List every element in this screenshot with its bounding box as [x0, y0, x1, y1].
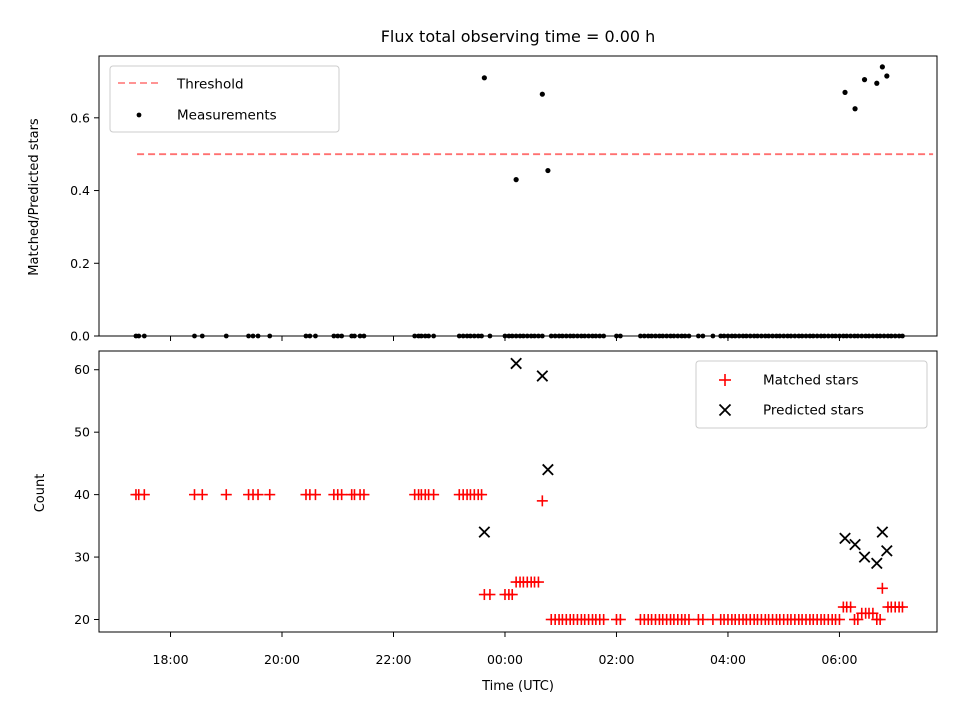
matched-star-marker: [536, 495, 548, 507]
matched-star-marker: [876, 582, 888, 594]
matched-star-marker: [264, 489, 276, 501]
bottom-x-tick-label: 02:00: [598, 652, 634, 667]
matched-star-marker: [138, 489, 150, 501]
top-x-ticks: [170, 336, 840, 341]
matched-star-marker: [852, 614, 864, 626]
predicted-star-marker: [536, 370, 549, 382]
matched-star-markers: [130, 489, 908, 626]
bottom-x-ticks: 18:00 20:00 22:00 00:00 02:00 04:00 06:00: [153, 632, 858, 667]
measurement-point: [874, 80, 880, 86]
predicted-star-marker: [876, 526, 889, 538]
bottom-y-axis-label: Count: [33, 474, 48, 513]
matched-star-marker: [252, 489, 264, 501]
matched-star-marker: [598, 614, 610, 626]
top-y-tick-label: 0.6: [70, 110, 90, 125]
bottom-x-tick-label: 00:00: [487, 652, 523, 667]
legend-measurements-swatch: [136, 112, 142, 118]
matched-star-marker: [358, 489, 370, 501]
bottom-x-tick-label: 06:00: [821, 652, 857, 667]
measurement-point: [539, 91, 545, 97]
bottom-y-tick-label: 40: [74, 487, 90, 502]
matched-star-marker: [336, 489, 348, 501]
matched-star-marker: [867, 607, 879, 619]
matched-star-marker: [428, 489, 440, 501]
matched-star-marker: [196, 489, 208, 501]
legend-measurements-label: Measurements: [177, 108, 277, 124]
predicted-star-marker: [510, 357, 522, 370]
predicted-star-marker: [839, 532, 851, 545]
matched-star-marker: [845, 601, 857, 613]
bottom-x-tick-label: 04:00: [710, 652, 746, 667]
bottom-x-tick-label: 18:00: [153, 652, 189, 667]
matched-star-marker: [309, 489, 321, 501]
measurement-point: [879, 64, 885, 70]
measurement-point: [545, 167, 551, 174]
top-y-ticks: 0.0 0.2 0.4 0.6: [70, 110, 99, 344]
matched-star-marker: [896, 601, 908, 613]
bottom-y-tick-label: 50: [74, 425, 90, 440]
measurement-point: [481, 75, 487, 81]
matched-star-marker: [697, 614, 709, 626]
matched-star-marker: [683, 614, 695, 626]
bottom-x-tick-label: 20:00: [264, 652, 300, 667]
matched-star-marker: [833, 614, 845, 626]
measurement-point: [884, 73, 890, 79]
top-y-tick-label: 0.4: [70, 183, 90, 198]
top-plot-frame: [98, 55, 938, 337]
top-legend-box: [109, 65, 340, 133]
predicted-star-marker: [880, 544, 893, 557]
matched-star-marker: [532, 576, 544, 588]
legend-predicted-swatch: [718, 403, 732, 417]
predicted-star-marker: [870, 557, 883, 570]
predicted-star-marker: [478, 526, 491, 538]
bottom-y-tick-label: 20: [74, 612, 90, 627]
top-panel: Flux total observing time = 0.00 h Match…: [27, 27, 938, 344]
legend-matched-swatch: [719, 374, 731, 386]
legend-matched-label: Matched stars: [763, 373, 859, 389]
matched-star-marker: [476, 489, 488, 501]
bottom-plot-frame: [98, 350, 938, 633]
legend-threshold-label: Threshold: [176, 77, 244, 93]
matched-star-marker: [506, 589, 518, 601]
measurement-point: [513, 177, 519, 183]
top-y-tick-label: 0.2: [70, 256, 90, 271]
top-y-axis-label: Matched/Predicted stars: [27, 118, 42, 276]
measurement-point: [852, 106, 858, 112]
matched-star-marker: [220, 489, 232, 501]
matched-star-marker: [614, 614, 626, 626]
bottom-y-tick-label: 60: [74, 362, 90, 377]
bottom-legend: Matched stars Predicted stars: [695, 360, 928, 429]
bottom-legend-box: [695, 360, 928, 429]
matched-star-marker: [874, 614, 886, 626]
bottom-y-ticks: 20 30 40 50 60: [74, 362, 99, 627]
measurement-point: [842, 89, 848, 95]
top-chart-title: Flux total observing time = 0.00 h: [381, 27, 656, 46]
legend-predicted-label: Predicted stars: [763, 403, 864, 419]
predicted-star-marker: [542, 463, 554, 476]
bottom-y-tick-label: 30: [74, 550, 90, 565]
top-y-tick-label: 0.0: [70, 329, 90, 344]
top-legend: Threshold Measurements: [109, 65, 340, 133]
predicted-star-marker: [849, 538, 861, 551]
predicted-star-markers: [478, 357, 893, 570]
matched-star-marker: [484, 589, 496, 601]
bottom-panel: Count Time (UTC) 20 30 40 50 60 18:00 20:00 22…: [33, 350, 938, 694]
measurement-point: [861, 77, 868, 83]
bottom-x-tick-label: 22:00: [375, 652, 411, 667]
predicted-star-marker: [858, 551, 871, 563]
bottom-x-axis-label: Time (UTC): [481, 679, 554, 694]
